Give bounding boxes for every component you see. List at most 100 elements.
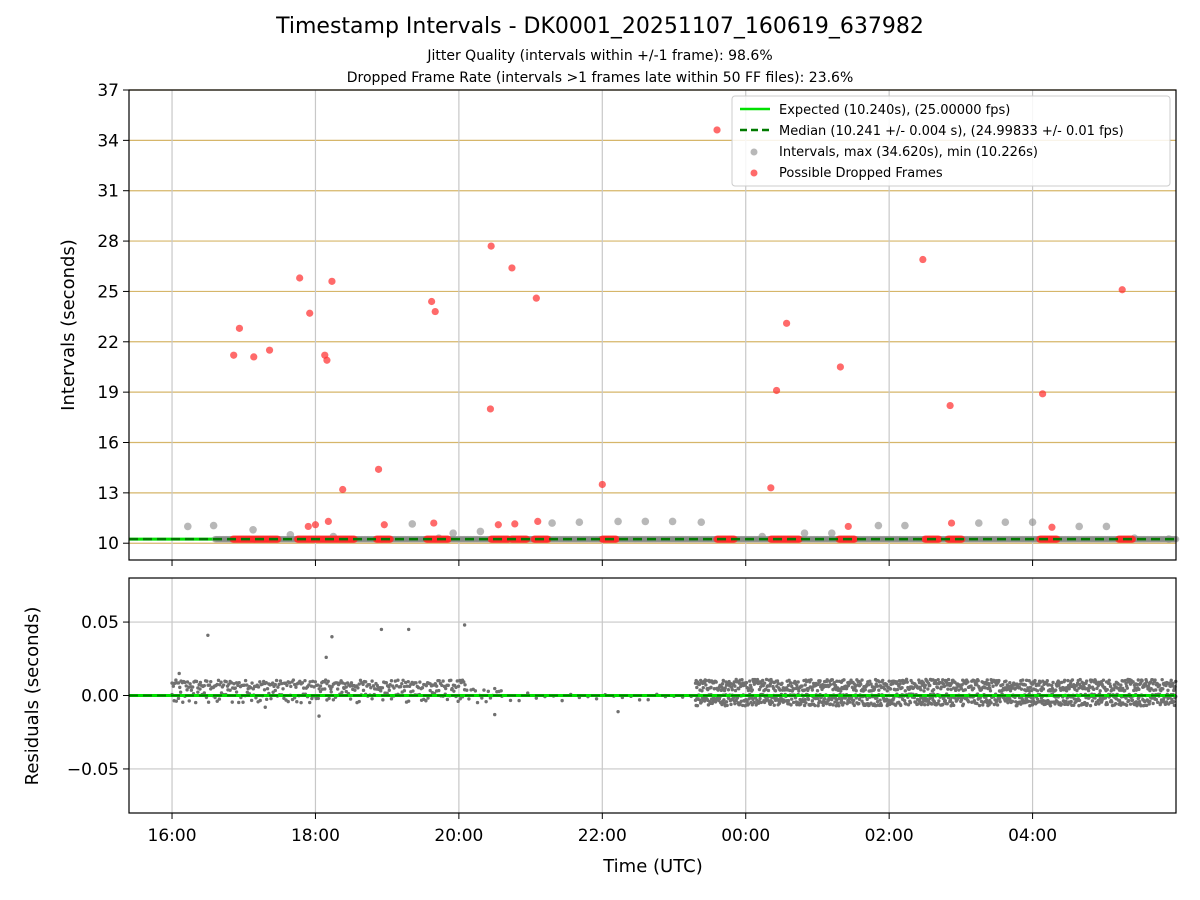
residual-point (935, 685, 940, 690)
residual-point (837, 696, 842, 701)
residual-point (789, 681, 793, 685)
residual-point (256, 685, 261, 689)
residual-point (816, 703, 820, 708)
residual-point (928, 683, 932, 688)
residual-point (751, 697, 755, 702)
legend-box (731, 95, 1171, 187)
residual-point (234, 681, 239, 685)
legend-median-label: Median (10.241 +/- 0.004 s), (24.99833 +… (779, 124, 1124, 139)
residual-point (840, 696, 844, 701)
residual-point (926, 687, 930, 691)
residuals-panel: −0.05 0.00 0.05 16:00 18:00 20:00 22:00 00:00 02… (22, 577, 1178, 877)
residual-point (737, 681, 742, 685)
residual-point (746, 702, 751, 706)
residual-point (750, 703, 755, 707)
residual-point (721, 678, 725, 683)
dropped-frame-point (947, 519, 956, 527)
residual-point (1075, 688, 1079, 693)
residual-point (405, 684, 409, 688)
residual-point (291, 678, 296, 682)
residual-point (188, 682, 192, 686)
legend-intervals-swatch (750, 148, 758, 156)
residual-point (308, 680, 312, 684)
residual-point (934, 681, 938, 686)
residual-point (701, 686, 705, 690)
residual-point (170, 681, 174, 685)
residual-point (1008, 681, 1012, 685)
residuals-xtick-label: 16:00 (148, 826, 197, 846)
residual-point (361, 682, 365, 687)
residual-point (361, 688, 366, 693)
residual-point (236, 683, 240, 688)
residual-point (269, 696, 273, 701)
residual-point (277, 682, 281, 687)
dropped-frame-point (296, 274, 304, 282)
residual-point (904, 677, 909, 682)
residual-point (406, 679, 410, 684)
residual-point (946, 687, 950, 691)
residual-point (357, 682, 361, 686)
residual-point (398, 684, 403, 689)
residual-point (1083, 700, 1087, 705)
residual-point (1167, 681, 1171, 685)
residual-point (294, 685, 298, 689)
residual-point (904, 702, 908, 706)
residual-point (318, 689, 323, 694)
residual-point (193, 700, 198, 705)
residual-point (217, 697, 222, 701)
intervals-ytick-label: 28 (97, 232, 119, 252)
interval-point (1102, 522, 1111, 531)
residual-point (307, 683, 311, 687)
dropped-frame-point (304, 522, 312, 531)
residual-point (1108, 684, 1113, 689)
residual-point (249, 698, 254, 703)
residual-point (714, 680, 718, 684)
residual-point (258, 698, 262, 703)
residual-point (232, 686, 237, 691)
residual-point (806, 697, 811, 702)
residual-point (371, 684, 376, 688)
residual-point (884, 682, 889, 687)
residual-point (981, 703, 985, 707)
residuals-xtick-label: 22:00 (578, 826, 627, 846)
residual-point (227, 682, 231, 686)
residual-point (1135, 682, 1139, 687)
residual-point (488, 696, 493, 700)
residual-point (230, 700, 234, 704)
residual-point (1125, 686, 1130, 690)
residual-point (740, 677, 744, 682)
residual-point (796, 680, 800, 684)
residual-point (1101, 678, 1106, 682)
dropped-frame-point (386, 535, 394, 543)
residual-point (891, 696, 896, 701)
residual-point (392, 686, 396, 690)
residual-point (995, 703, 1000, 707)
residuals-xtick-label: 18:00 (291, 826, 340, 846)
residual-point (418, 680, 422, 684)
residual-point (957, 688, 961, 692)
residual-point (185, 688, 189, 692)
residual-point (1096, 684, 1100, 688)
residual-point (221, 683, 226, 687)
residuals-ytick-label: −0.05 (67, 760, 119, 780)
residual-point (695, 703, 700, 708)
residual-point (905, 680, 909, 684)
residual-point (822, 697, 827, 701)
residuals-points (170, 623, 1178, 718)
residual-point (1144, 679, 1149, 684)
residual-point (310, 696, 314, 701)
residual-point (1137, 700, 1142, 704)
residual-point (1097, 702, 1101, 706)
residual-point (401, 678, 405, 683)
residual-point (882, 687, 887, 691)
residual-point (174, 699, 179, 703)
residual-point (776, 681, 780, 686)
residual-point (237, 681, 241, 685)
residual-point (930, 702, 934, 706)
residual-point (725, 703, 729, 708)
residual-point (854, 689, 858, 693)
residual-point (1013, 686, 1018, 690)
residual-point (704, 678, 709, 683)
residual-point (789, 697, 794, 701)
residuals-y-label: Residuals (seconds) (22, 607, 43, 786)
